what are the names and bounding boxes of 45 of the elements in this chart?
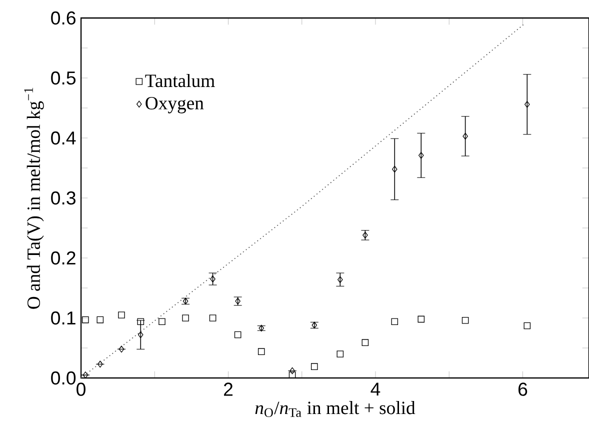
point — [290, 367, 295, 374]
y-tick-label: 0.1 — [51, 311, 76, 325]
point — [288, 372, 296, 378]
point — [96, 316, 104, 324]
point — [418, 152, 424, 159]
y-tick-label: 0.5 — [51, 71, 76, 85]
y-tick-label: 0.2 — [51, 251, 76, 265]
point — [258, 348, 265, 355]
point — [462, 132, 468, 140]
point — [338, 276, 343, 283]
point — [310, 363, 318, 370]
point — [392, 166, 398, 173]
x-axis-title: n$_{O}$/n$_{Ta}$ in melt + solid — [255, 401, 416, 418]
point — [336, 350, 344, 358]
point — [137, 318, 144, 325]
point — [158, 318, 166, 325]
point — [182, 314, 189, 322]
point — [362, 339, 369, 346]
point — [362, 232, 368, 239]
legend-label: Oxygen — [146, 96, 204, 114]
x-tick-label: 6 — [518, 382, 528, 396]
y-tick-label: 0.0 — [51, 371, 76, 385]
point — [210, 276, 216, 282]
point — [82, 372, 88, 378]
point — [235, 298, 240, 305]
point — [138, 331, 144, 338]
point — [82, 316, 89, 324]
point — [524, 322, 531, 330]
legend-label: Tantalum — [145, 74, 215, 88]
point — [98, 360, 103, 368]
point — [418, 316, 425, 323]
y-tick-label: 0.3 — [51, 191, 76, 205]
y-axis-title: O and Ta(V) in melt/mol kg$^{−1}$ — [24, 88, 44, 309]
point — [524, 100, 530, 108]
x-tick-label: 0 — [76, 382, 86, 396]
x-tick-label: 2 — [224, 382, 233, 396]
point — [209, 314, 216, 322]
x-tick-label: 4 — [370, 382, 380, 396]
point — [118, 346, 124, 353]
point — [118, 312, 125, 318]
y-tick-label: 0.6 — [51, 11, 76, 25]
point — [462, 316, 469, 324]
y-tick-label: 0.4 — [51, 131, 76, 145]
point — [234, 331, 242, 338]
point — [391, 318, 398, 325]
